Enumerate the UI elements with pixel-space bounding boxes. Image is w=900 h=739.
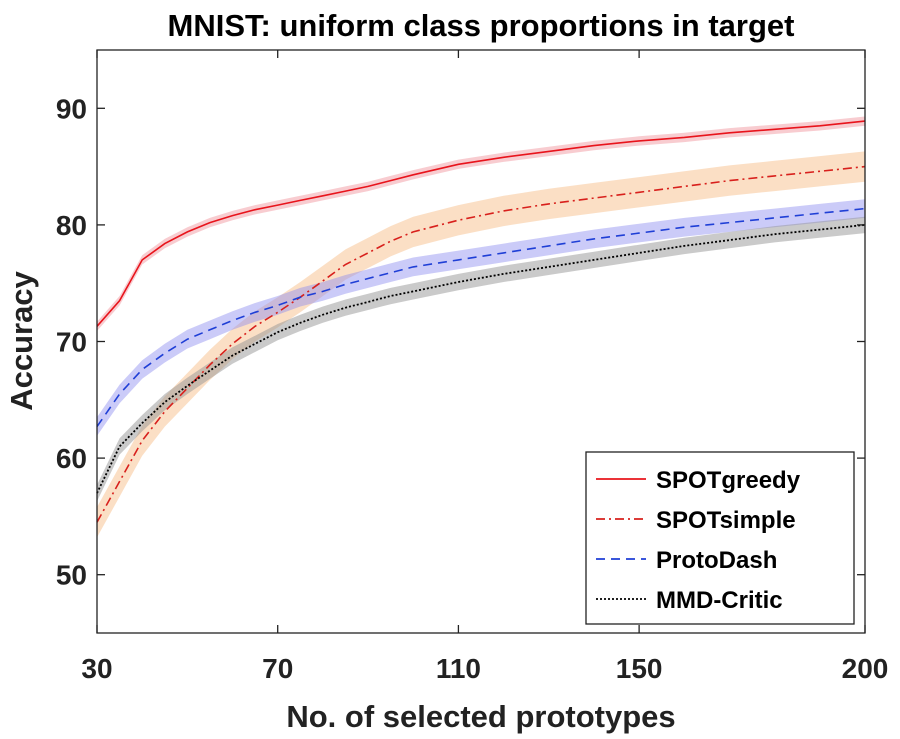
x-tick-label: 70 — [262, 653, 293, 684]
y-axis-label: Accuracy — [4, 270, 39, 410]
legend-label-mmd-critic: MMD-Critic — [656, 587, 783, 614]
legend-box — [585, 451, 855, 625]
x-tick-label: 110 — [436, 653, 481, 684]
x-tick-label: 150 — [616, 653, 663, 684]
y-tick-label: 60 — [56, 443, 87, 474]
legend-label-spotgreedy: SPOTgreedy — [656, 467, 801, 494]
line-mmd-critic — [96, 224, 866, 494]
line-spotgreedy — [96, 120, 866, 327]
x-axis-label: No. of selected prototypes — [286, 699, 675, 734]
y-tick-label: 90 — [56, 93, 87, 124]
band-spotgreedy — [97, 116, 865, 331]
legend: SPOTgreedy SPOTsimple ProtoDash MMD-Critic — [585, 451, 855, 625]
x-tick-label: 30 — [81, 653, 112, 684]
x-tick-label: 200 — [842, 653, 889, 684]
legend-label-protodash: ProtoDash — [656, 547, 777, 574]
y-tick-label: 80 — [56, 210, 87, 241]
axis-ticks: 30 70 110 150 200 50 60 70 80 90 — [56, 50, 889, 684]
chart-title: MNIST: uniform class proportions in targ… — [168, 8, 795, 43]
series-lines — [96, 120, 866, 523]
line-protodash — [96, 207, 866, 428]
confidence-bands — [97, 116, 865, 538]
legend-label-spotsimple: SPOTsimple — [656, 507, 796, 534]
y-tick-label: 50 — [56, 560, 87, 591]
band-mmd-critic — [97, 216, 865, 502]
y-tick-label: 70 — [56, 327, 87, 358]
band-protodash — [97, 199, 865, 436]
